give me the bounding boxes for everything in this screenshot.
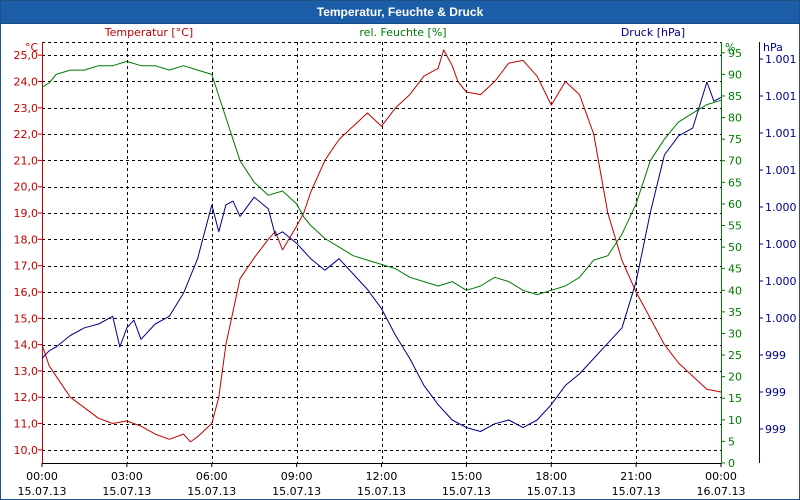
pressure-tick-label: 1.001 bbox=[765, 90, 797, 103]
humidity-tick-label: 90 bbox=[728, 68, 742, 81]
date-tick-label: 15.07.13 bbox=[272, 485, 321, 498]
temperature-tick-label: 25,0 bbox=[14, 49, 39, 62]
pressure-axis-label: Druck [hPa] bbox=[621, 26, 685, 39]
title-bar: Temperatur, Feuchte & Druck bbox=[1, 1, 799, 24]
pressure-tick-label: 999 bbox=[765, 423, 786, 436]
temperature-tick-label: 10,0 bbox=[14, 444, 39, 457]
temperature-tick-label: 16,0 bbox=[14, 286, 39, 299]
temperature-tick-label: 11,0 bbox=[14, 418, 39, 431]
humidity-tick-label: 45 bbox=[728, 263, 742, 276]
temperature-tick-label: 13,0 bbox=[14, 365, 39, 378]
humidity-axis-unit: % bbox=[725, 41, 735, 54]
date-tick-label: 15.07.13 bbox=[442, 485, 491, 498]
temperature-tick-label: 12,0 bbox=[14, 391, 39, 404]
humidity-tick-label: 15 bbox=[728, 392, 742, 405]
pressure-tick-label: 1.001 bbox=[765, 53, 797, 66]
pressure-tick-label: 1.001 bbox=[765, 127, 797, 140]
temperature-axis-unit: °C bbox=[25, 41, 39, 54]
date-tick-label: 15.07.13 bbox=[102, 485, 151, 498]
temperature-tick-label: 18,0 bbox=[14, 233, 39, 246]
humidity-tick-label: 65 bbox=[728, 176, 742, 189]
temperature-tick-label: 17,0 bbox=[14, 260, 39, 273]
temperature-line bbox=[41, 49, 722, 443]
time-tick-label: 21:00 bbox=[620, 470, 652, 483]
window-title: Temperatur, Feuchte & Druck bbox=[316, 5, 484, 19]
time-axis: 00:00 15.07.13 03:00 15.07.13 06:00 15.07.13 0… bbox=[18, 463, 746, 498]
humidity-tick-label: 85 bbox=[728, 90, 742, 103]
time-tick-label: 06:00 bbox=[196, 470, 228, 483]
pressure-tick-label: 1.000 bbox=[765, 275, 797, 288]
time-tick-label: 12:00 bbox=[366, 470, 398, 483]
temperature-tick-label: 19,0 bbox=[14, 207, 39, 220]
pressure-line bbox=[41, 81, 722, 432]
humidity-tick-label: 60 bbox=[728, 198, 742, 211]
pressure-axis: 999 999 999 1.000 1.000 1.000 1.000 1.001 1.001 1… bbox=[759, 42, 797, 463]
grid bbox=[42, 42, 722, 463]
humidity-tick-label: 10 bbox=[728, 414, 742, 427]
temperature-tick-label: 23,0 bbox=[14, 102, 39, 115]
humidity-tick-label: 70 bbox=[728, 155, 742, 168]
humidity-tick-label: 5 bbox=[728, 435, 735, 448]
date-tick-label: 15.07.13 bbox=[612, 485, 661, 498]
temperature-tick-label: 14,0 bbox=[14, 339, 39, 352]
humidity-axis-label: rel. Feuchte [%] bbox=[359, 26, 446, 39]
temperature-tick-label: 21,0 bbox=[14, 154, 39, 167]
date-tick-label: 15.07.13 bbox=[527, 485, 576, 498]
temperature-axis-label: Temperatur [°C] bbox=[104, 26, 193, 39]
humidity-tick-label: 0 bbox=[728, 457, 735, 470]
humidity-tick-label: 30 bbox=[728, 327, 742, 340]
humidity-tick-label: 80 bbox=[728, 112, 742, 125]
humidity-tick-label: 50 bbox=[728, 241, 742, 254]
humidity-tick-label: 55 bbox=[728, 220, 742, 233]
time-tick-label: 00:00 bbox=[26, 470, 58, 483]
time-tick-label: 09:00 bbox=[281, 470, 313, 483]
pressure-tick-label: 999 bbox=[765, 386, 786, 399]
temperature-tick-label: 20,0 bbox=[14, 181, 39, 194]
humidity-tick-label: 35 bbox=[728, 306, 742, 319]
humidity-tick-label: 95 bbox=[728, 47, 742, 60]
time-tick-label: 03:00 bbox=[111, 470, 143, 483]
time-tick-label: 00:00 bbox=[705, 470, 737, 483]
pressure-tick-label: 1.000 bbox=[765, 201, 797, 214]
date-tick-label: 15.07.13 bbox=[18, 485, 67, 498]
pressure-tick-label: 999 bbox=[765, 349, 786, 362]
pressure-axis-unit: hPa bbox=[763, 41, 783, 54]
pressure-tick-label: 1.000 bbox=[765, 238, 797, 251]
humidity-axis: 0 5 10 15 20 25 30 35 40 45 50 55 60 65 70 75 80 85 90 95 bbox=[721, 42, 742, 470]
humidity-tick-label: 40 bbox=[728, 284, 742, 297]
time-tick-label: 18:00 bbox=[535, 470, 567, 483]
humidity-line bbox=[41, 60, 722, 296]
date-tick-label: 15.07.13 bbox=[357, 485, 406, 498]
date-tick-label: 15.07.13 bbox=[187, 485, 236, 498]
temperature-axis: 10,0 11,0 12,0 13,0 14,0 15,0 16,0 17,0 18,0 19,0… bbox=[14, 42, 43, 463]
humidity-tick-label: 75 bbox=[728, 133, 742, 146]
temperature-tick-label: 24,0 bbox=[14, 75, 39, 88]
temperature-tick-label: 22,0 bbox=[14, 128, 39, 141]
humidity-tick-label: 20 bbox=[728, 371, 742, 384]
pressure-tick-label: 1.001 bbox=[765, 164, 797, 177]
humidity-tick-label: 25 bbox=[728, 349, 742, 362]
series-layer bbox=[41, 49, 722, 443]
pressure-tick-label: 1.000 bbox=[765, 312, 797, 325]
temperature-tick-label: 15,0 bbox=[14, 312, 39, 325]
time-tick-label: 15:00 bbox=[451, 470, 483, 483]
date-tick-label: 16.07.13 bbox=[697, 485, 746, 498]
